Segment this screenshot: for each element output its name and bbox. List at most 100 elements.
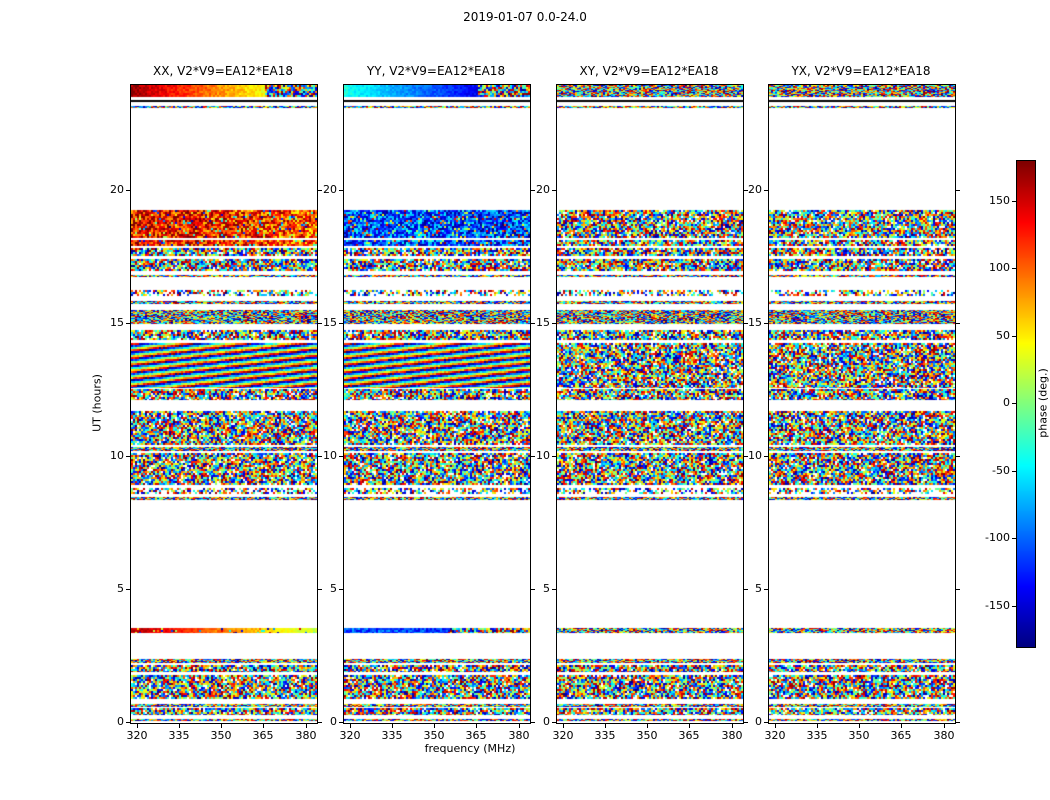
colorbar-tick-label: 0 — [1003, 396, 1010, 409]
y-tick-mark — [318, 722, 322, 723]
y-tick-mark — [764, 589, 768, 590]
colorbar-tick-mark — [1012, 336, 1016, 337]
colorbar-tick-label: 150 — [989, 194, 1010, 207]
y-tick-mark — [764, 190, 768, 191]
plot-canvas-YY — [344, 85, 530, 723]
y-tick-label: 20 — [323, 183, 337, 196]
y-tick-mark — [744, 589, 748, 590]
x-tick-mark — [944, 724, 945, 728]
panel-title: YY, V2*V9=EA12*EA18 — [366, 64, 506, 78]
y-tick-label: 20 — [110, 183, 124, 196]
x-tick-label: 320 — [552, 729, 574, 742]
y-tick-mark — [552, 589, 556, 590]
plot-box — [343, 84, 531, 724]
x-tick-label: 380 — [721, 729, 743, 742]
y-tick-mark — [339, 456, 343, 457]
y-tick-label: 5 — [543, 582, 550, 595]
figure-title: 2019-01-07 0.0-24.0 — [463, 10, 587, 24]
x-tick-mark — [434, 724, 435, 728]
y-tick-mark — [318, 456, 322, 457]
y-tick-mark — [318, 323, 322, 324]
y-tick-mark — [339, 190, 343, 191]
y-tick-label: 15 — [748, 316, 762, 329]
x-tick-mark — [221, 724, 222, 728]
colorbar-tick-label: -150 — [985, 599, 1010, 612]
y-tick-mark — [552, 190, 556, 191]
y-tick-label: 0 — [117, 715, 124, 728]
x-tick-label: 380 — [933, 729, 955, 742]
y-tick-mark — [318, 190, 322, 191]
colorbar-tick-label: 50 — [996, 329, 1010, 342]
y-tick-mark — [764, 323, 768, 324]
plot-box — [130, 84, 318, 724]
colorbar-tick-label: 100 — [989, 261, 1010, 274]
y-tick-mark — [764, 722, 768, 723]
y-tick-mark — [531, 722, 535, 723]
x-tick-label: 335 — [168, 729, 190, 742]
colorbar-box — [1016, 160, 1036, 648]
y-tick-label: 20 — [748, 183, 762, 196]
plot-box — [768, 84, 956, 724]
y-tick-mark — [531, 456, 535, 457]
y-tick-mark — [956, 722, 960, 723]
colorbar-tick-mark — [1012, 268, 1016, 269]
y-axis-label: UT (hours) — [90, 374, 104, 432]
y-tick-mark — [764, 456, 768, 457]
y-tick-mark — [531, 589, 535, 590]
y-tick-mark — [744, 722, 748, 723]
x-tick-label: 365 — [252, 729, 274, 742]
y-tick-mark — [744, 456, 748, 457]
x-tick-mark — [732, 724, 733, 728]
x-tick-label: 335 — [806, 729, 828, 742]
x-tick-mark — [859, 724, 860, 728]
y-tick-label: 15 — [323, 316, 337, 329]
y-tick-mark — [531, 190, 535, 191]
y-tick-mark — [956, 456, 960, 457]
plot-box — [556, 84, 744, 724]
y-tick-label: 10 — [323, 449, 337, 462]
x-tick-mark — [689, 724, 690, 728]
x-tick-label: 365 — [465, 729, 487, 742]
y-tick-mark — [126, 456, 130, 457]
plot-canvas-XX — [131, 85, 317, 723]
x-tick-mark — [817, 724, 818, 728]
x-tick-mark — [263, 724, 264, 728]
x-tick-mark — [392, 724, 393, 728]
plot-canvas-XY — [557, 85, 743, 723]
y-tick-mark — [552, 722, 556, 723]
y-tick-mark — [956, 190, 960, 191]
y-tick-mark — [339, 589, 343, 590]
y-tick-mark — [126, 190, 130, 191]
x-tick-label: 380 — [295, 729, 317, 742]
x-tick-label: 350 — [636, 729, 658, 742]
x-tick-label: 320 — [126, 729, 148, 742]
colorbar-tick-mark — [1012, 606, 1016, 607]
x-tick-label: 380 — [508, 729, 530, 742]
y-tick-mark — [318, 589, 322, 590]
x-tick-mark — [476, 724, 477, 728]
x-tick-label: 350 — [848, 729, 870, 742]
x-tick-label: 365 — [678, 729, 700, 742]
colorbar-tick-label: -50 — [992, 464, 1010, 477]
y-tick-mark — [744, 323, 748, 324]
y-tick-mark — [956, 323, 960, 324]
y-tick-label: 20 — [536, 183, 550, 196]
x-tick-mark — [350, 724, 351, 728]
y-tick-label: 10 — [110, 449, 124, 462]
y-tick-label: 15 — [110, 316, 124, 329]
x-tick-mark — [306, 724, 307, 728]
y-tick-mark — [339, 323, 343, 324]
colorbar-tick-mark — [1012, 471, 1016, 472]
x-tick-mark — [519, 724, 520, 728]
y-tick-label: 5 — [330, 582, 337, 595]
colorbar-tick-mark — [1012, 403, 1016, 404]
x-tick-label: 335 — [594, 729, 616, 742]
x-tick-mark — [137, 724, 138, 728]
y-tick-label: 10 — [536, 449, 550, 462]
panel-title: YX, V2*V9=EA12*EA18 — [791, 64, 931, 78]
y-tick-mark — [956, 589, 960, 590]
panel-title: XY, V2*V9=EA12*EA18 — [579, 64, 719, 78]
x-tick-mark — [775, 724, 776, 728]
y-tick-mark — [339, 722, 343, 723]
x-tick-mark — [605, 724, 606, 728]
